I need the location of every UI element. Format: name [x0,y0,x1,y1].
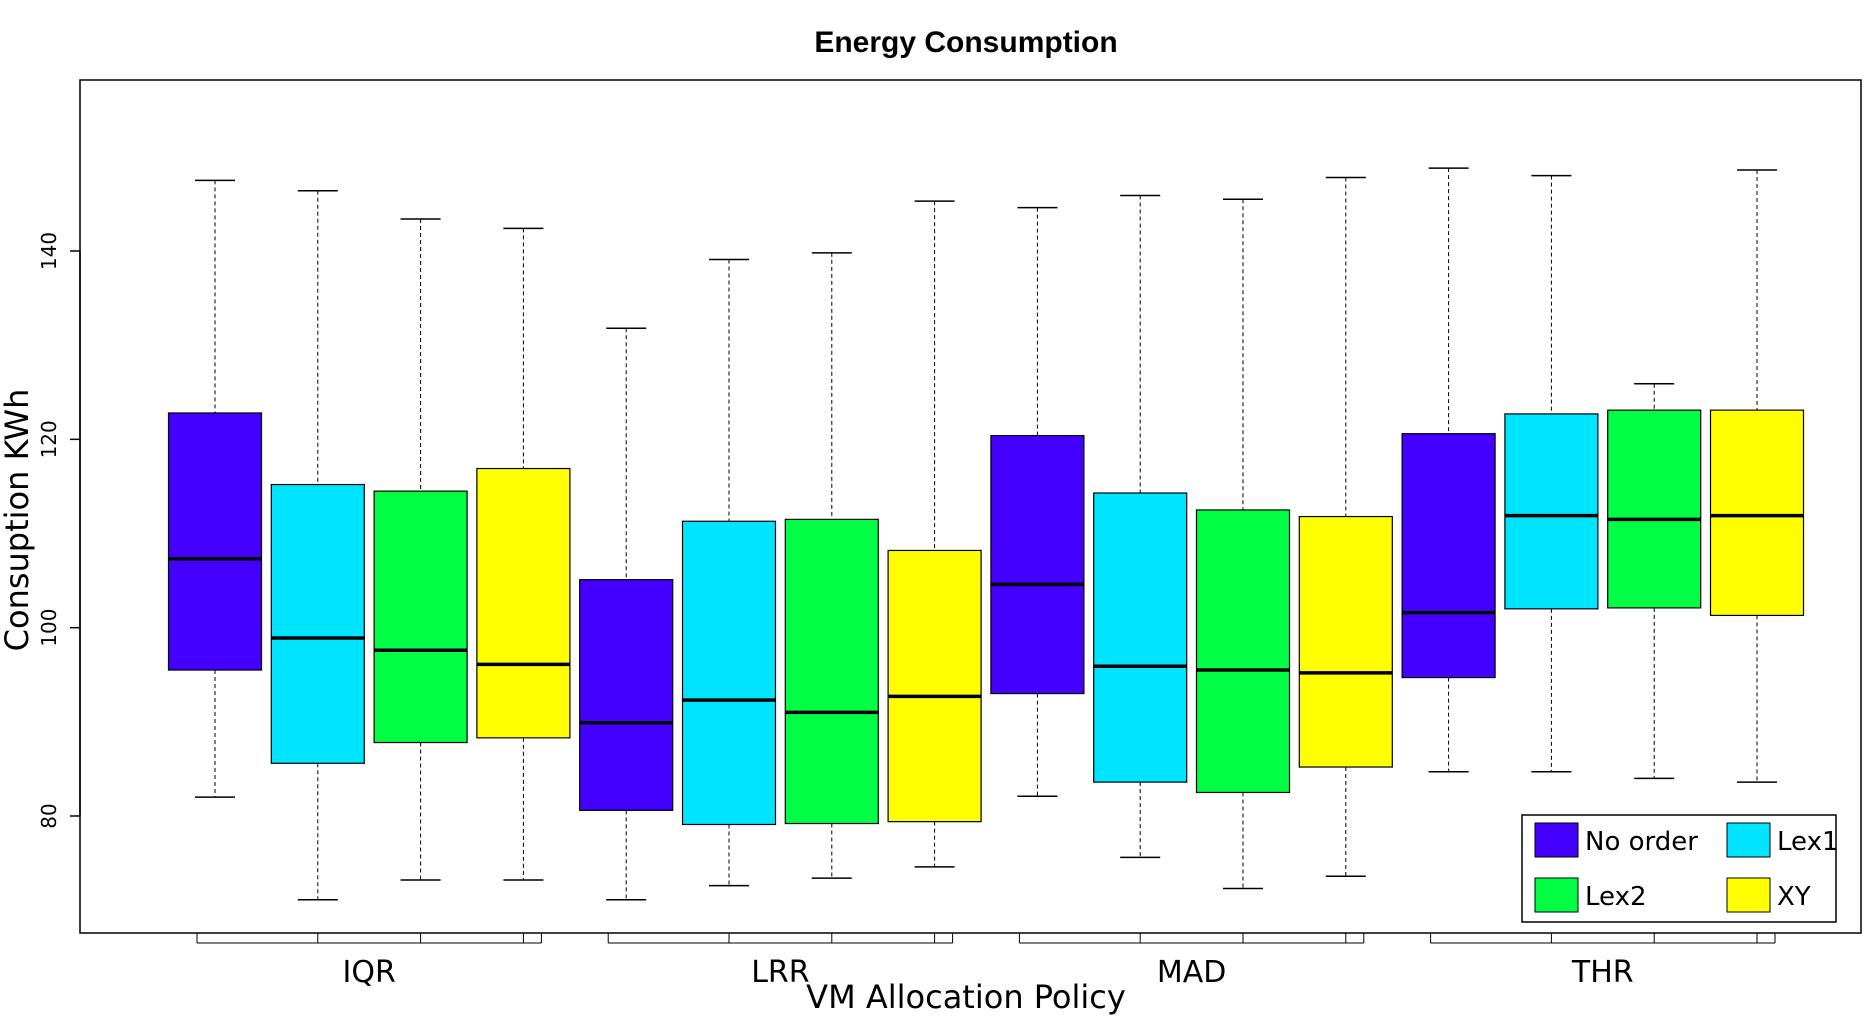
iqr-box [887,549,982,823]
legend-swatch [1726,877,1771,913]
legend-swatch [1726,822,1771,858]
legend-label: Lex1 [1777,827,1839,857]
box-thr-lex1 [1504,174,1599,773]
box-iqr-lex2 [373,218,468,881]
legend: No order Lex1 Lex2 XY [1521,814,1839,923]
chart-title: Energy Consumption [814,26,1117,59]
iqr-box [1401,433,1496,679]
iqr-box [1298,515,1393,768]
legend-item-lex2: Lex2 [1534,877,1647,913]
legend-item-xy: XY [1726,877,1811,913]
box-iqr-lex1 [270,189,365,901]
iqr-box [579,579,674,811]
y-axis-label: Consuption KWh [0,389,36,652]
y-tick-label: 80 [37,803,61,828]
iqr-box [1607,409,1702,609]
legend-label: XY [1777,882,1811,912]
iqr-box [990,434,1085,695]
box-lrr-no-order [579,327,674,901]
x-tick-label: THR [1571,955,1634,990]
x-axis: IQR LRR MAD THR [196,933,1776,990]
boxplot-layer [167,167,1805,901]
iqr-box [1093,492,1188,783]
iqr-box [1504,413,1599,610]
iqr-box [1709,409,1805,617]
x-axis-label: VM Allocation Policy [806,978,1126,1016]
legend-label: No order [1585,827,1698,857]
box-mad-lex1 [1093,194,1188,859]
y-tick-label: 140 [37,232,61,270]
box-lrr-xy [887,200,982,868]
legend-item-no-order: No order [1534,822,1698,858]
legend-item-lex1: Lex1 [1726,822,1839,858]
box-thr-lex2 [1607,383,1702,780]
x-group-lrr: LRR [607,933,954,990]
y-tick-label: 100 [37,609,61,647]
box-mad-xy [1298,176,1393,878]
y-tick-label: 120 [37,420,61,458]
legend-swatch [1534,877,1579,913]
box-mad-no-order [990,206,1085,797]
iqr-box [1195,509,1291,794]
box-thr-xy [1709,169,1805,783]
iqr-box [681,520,777,826]
iqr-box [476,467,571,739]
x-tick-label: IQR [343,955,396,990]
box-mad-lex2 [1195,198,1291,890]
x-group-mad: MAD [1018,933,1365,990]
iqr-box [373,490,468,744]
x-group-thr: THR [1430,933,1776,990]
box-lrr-lex1 [681,258,777,887]
legend-label: Lex2 [1585,882,1647,912]
iqr-box [784,518,879,825]
x-tick-label: MAD [1157,955,1227,990]
box-iqr-no-order [167,179,263,798]
box-thr-no-order [1401,167,1496,773]
iqr-box [167,412,263,671]
box-iqr-xy [476,227,571,881]
x-tick-label: LRR [751,955,809,990]
x-group-iqr: IQR [196,933,542,990]
y-axis: 80 100 120 140 [37,232,81,829]
iqr-box [270,483,365,764]
box-lrr-lex2 [784,252,879,879]
legend-swatch [1534,822,1579,858]
